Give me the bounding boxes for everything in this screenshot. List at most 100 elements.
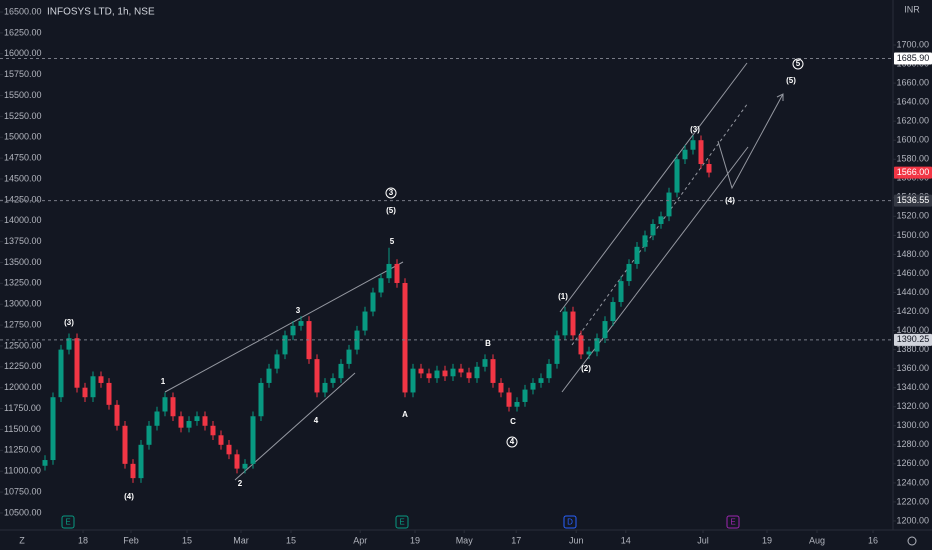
event-marker[interactable] xyxy=(563,515,577,529)
event-label: E xyxy=(65,518,70,527)
candle-body xyxy=(554,335,560,364)
event-label: D xyxy=(567,518,573,527)
candle-body xyxy=(538,378,544,383)
x-tick-label: 15 xyxy=(286,535,296,545)
candle-body xyxy=(370,292,376,312)
candle-body xyxy=(122,425,128,464)
y2-tick-label: 1500.00 xyxy=(896,230,929,240)
event-marker[interactable] xyxy=(395,515,409,529)
y-tick-label: 14250.00 xyxy=(4,194,42,204)
candle-body xyxy=(562,311,568,336)
candle-body xyxy=(162,397,168,412)
candle-body xyxy=(82,387,88,398)
event-marker[interactable] xyxy=(726,515,740,529)
y-tick-label: 10500.00 xyxy=(4,507,42,517)
candle-body xyxy=(586,351,592,355)
candle-body xyxy=(282,335,288,355)
price-label: 1566.00 xyxy=(897,167,930,177)
candle-body xyxy=(674,159,680,193)
wave-label: (4) xyxy=(124,492,134,501)
y-tick-label: 10750.00 xyxy=(4,486,42,496)
y-tick-label: 15500.00 xyxy=(4,90,42,100)
wave-label: 4 xyxy=(510,437,515,446)
y2-tick-label: 1280.00 xyxy=(896,439,929,449)
y-tick-label: 11500.00 xyxy=(4,424,41,434)
candle-body xyxy=(210,425,216,436)
y2-tick-label: 1240.00 xyxy=(896,477,929,487)
candle-body xyxy=(690,140,696,150)
wave-label: A xyxy=(402,410,408,419)
wave-label: (1) xyxy=(558,292,568,301)
x-tick-label: Aug xyxy=(809,535,825,545)
candle-body xyxy=(618,281,624,303)
y2-tick-label: 1260.00 xyxy=(896,458,929,468)
candles xyxy=(42,135,712,483)
candle-body xyxy=(42,460,48,466)
candle-body xyxy=(490,359,496,383)
event-marker[interactable] xyxy=(61,515,75,529)
candle-body xyxy=(346,349,352,364)
y2-tick-label: 1620.00 xyxy=(896,116,929,126)
candle-body xyxy=(498,382,504,393)
candle-body xyxy=(610,302,616,322)
y2-tick-label: 1380.00 xyxy=(896,344,929,354)
candle-body xyxy=(482,359,488,367)
y-tick-label: 12250.00 xyxy=(4,361,42,371)
candle-body xyxy=(362,311,368,331)
candle-body xyxy=(578,335,584,355)
x-tick-label: Jun xyxy=(569,535,584,545)
projection xyxy=(717,93,784,190)
y-tick-label: 11750.00 xyxy=(4,403,41,413)
y-tick-label: 15000.00 xyxy=(4,132,42,142)
candle-body xyxy=(90,376,96,398)
wave-label: 3 xyxy=(296,306,301,315)
candle-body xyxy=(394,263,400,283)
candle-body xyxy=(658,216,664,224)
x-tick-label: 15 xyxy=(182,535,192,545)
y2-tick-label: 1700.00 xyxy=(896,39,929,49)
settings-button[interactable] xyxy=(907,536,917,546)
candle-body xyxy=(106,382,112,405)
candle-body xyxy=(682,149,688,160)
wave-label: 4 xyxy=(314,416,319,425)
chart-title: INFOSYS LTD, 1h, NSE xyxy=(47,7,155,18)
y-tick-label: 13750.00 xyxy=(4,236,42,246)
y-tick-label: 12750.00 xyxy=(4,319,42,329)
candle-body xyxy=(202,416,208,426)
x-tick-label: 19 xyxy=(762,535,772,545)
wave-label: (5) xyxy=(786,76,796,85)
candle-body xyxy=(338,363,344,379)
candle-body xyxy=(50,397,56,461)
y-tick-label: 13250.00 xyxy=(4,278,42,288)
y-tick-label: 15250.00 xyxy=(4,111,42,121)
y2-tick-label: 1440.00 xyxy=(896,287,929,297)
y2-tick-label: 1340.00 xyxy=(896,382,929,392)
candle-body xyxy=(378,278,384,293)
candle-body xyxy=(226,444,232,455)
wave-label: C xyxy=(510,417,516,426)
candle-body xyxy=(130,463,136,479)
candle-body xyxy=(706,164,712,173)
candle-body xyxy=(114,404,120,426)
y2-tick-label: 1360.00 xyxy=(896,363,929,373)
candle-body xyxy=(650,223,656,236)
wave-label: (4) xyxy=(725,196,735,205)
event-label: E xyxy=(399,518,404,527)
candle-body xyxy=(666,192,672,217)
candle-body xyxy=(58,349,64,398)
event-label: E xyxy=(730,518,735,527)
y-tick-label: 15750.00 xyxy=(4,69,42,79)
y2-tick-label: 1520.00 xyxy=(896,211,929,221)
price-label-box xyxy=(894,52,932,65)
candle-body xyxy=(186,421,192,428)
candle-body xyxy=(466,372,472,379)
y-tick-label: 16000.00 xyxy=(4,48,42,58)
price-label: 1390.25 xyxy=(897,334,930,344)
candle-body xyxy=(314,359,320,393)
y-tick-label: 16500.00 xyxy=(4,6,42,16)
timezone-button[interactable]: Z xyxy=(19,535,25,545)
candle-body xyxy=(434,370,440,379)
candle-body xyxy=(474,366,480,379)
wedge-upper xyxy=(164,261,404,393)
